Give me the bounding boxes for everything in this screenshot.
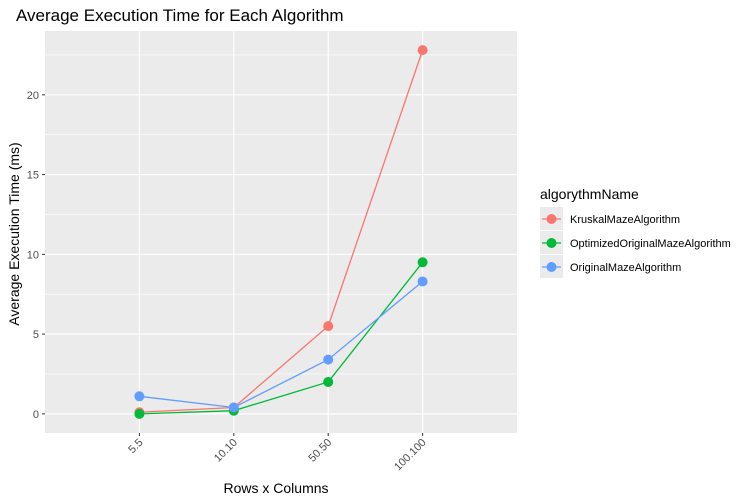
series-line-1 — [139, 261, 424, 415]
legend-key-point — [546, 262, 557, 272]
minor-gridlines — [45, 54, 517, 375]
data-point-0-3 — [417, 45, 428, 56]
data-point-2-0 — [134, 391, 145, 402]
series-lines — [139, 49, 424, 415]
series-points — [134, 45, 428, 419]
x-axis-title: Rows x Columns — [223, 480, 328, 496]
x-tick-label: 50.50 — [306, 437, 334, 465]
y-tick-label: 10 — [27, 249, 39, 261]
y-tick-label: 15 — [27, 170, 39, 182]
plot-panel — [45, 31, 517, 433]
series-line-0 — [139, 49, 424, 413]
y-tick-label: 0 — [33, 409, 39, 421]
x-tick-label: 100.100 — [392, 437, 429, 474]
data-point-2-3 — [417, 276, 428, 287]
legend-label: OriginalMazeAlgorithm — [570, 262, 681, 274]
data-point-0-2 — [323, 321, 334, 332]
y-tick-label: 20 — [27, 90, 39, 102]
data-point-2-2 — [323, 354, 334, 365]
legend: algorythmName KruskalMazeAlgorithm Optimi… — [540, 186, 731, 278]
x-tick-label: 10.10 — [212, 437, 240, 465]
major-gridlines — [45, 31, 517, 433]
x-tick-label: 5.5 — [126, 437, 145, 456]
data-point-1-3 — [417, 257, 428, 268]
legend-label: OptimizedOriginalMazeAlgorithm — [570, 238, 731, 250]
legend-title: algorythmName — [540, 186, 639, 202]
chart-title: Average Execution Time for Each Algorith… — [16, 6, 344, 25]
legend-key-point — [546, 238, 557, 248]
legend-key-point — [546, 214, 557, 224]
data-point-1-0 — [134, 408, 145, 419]
legend-label: KruskalMazeAlgorithm — [570, 214, 680, 226]
data-point-1-2 — [323, 376, 334, 387]
y-axis-ticks: 0 5 10 15 20 — [27, 90, 45, 421]
y-tick-label: 5 — [33, 329, 39, 341]
y-axis-title: Average Execution Time (ms) — [6, 142, 22, 325]
data-point-2-1 — [228, 402, 239, 413]
x-axis-ticks: 5.5 10.10 50.50 100.100 — [126, 433, 429, 473]
series-line-2 — [139, 280, 424, 409]
